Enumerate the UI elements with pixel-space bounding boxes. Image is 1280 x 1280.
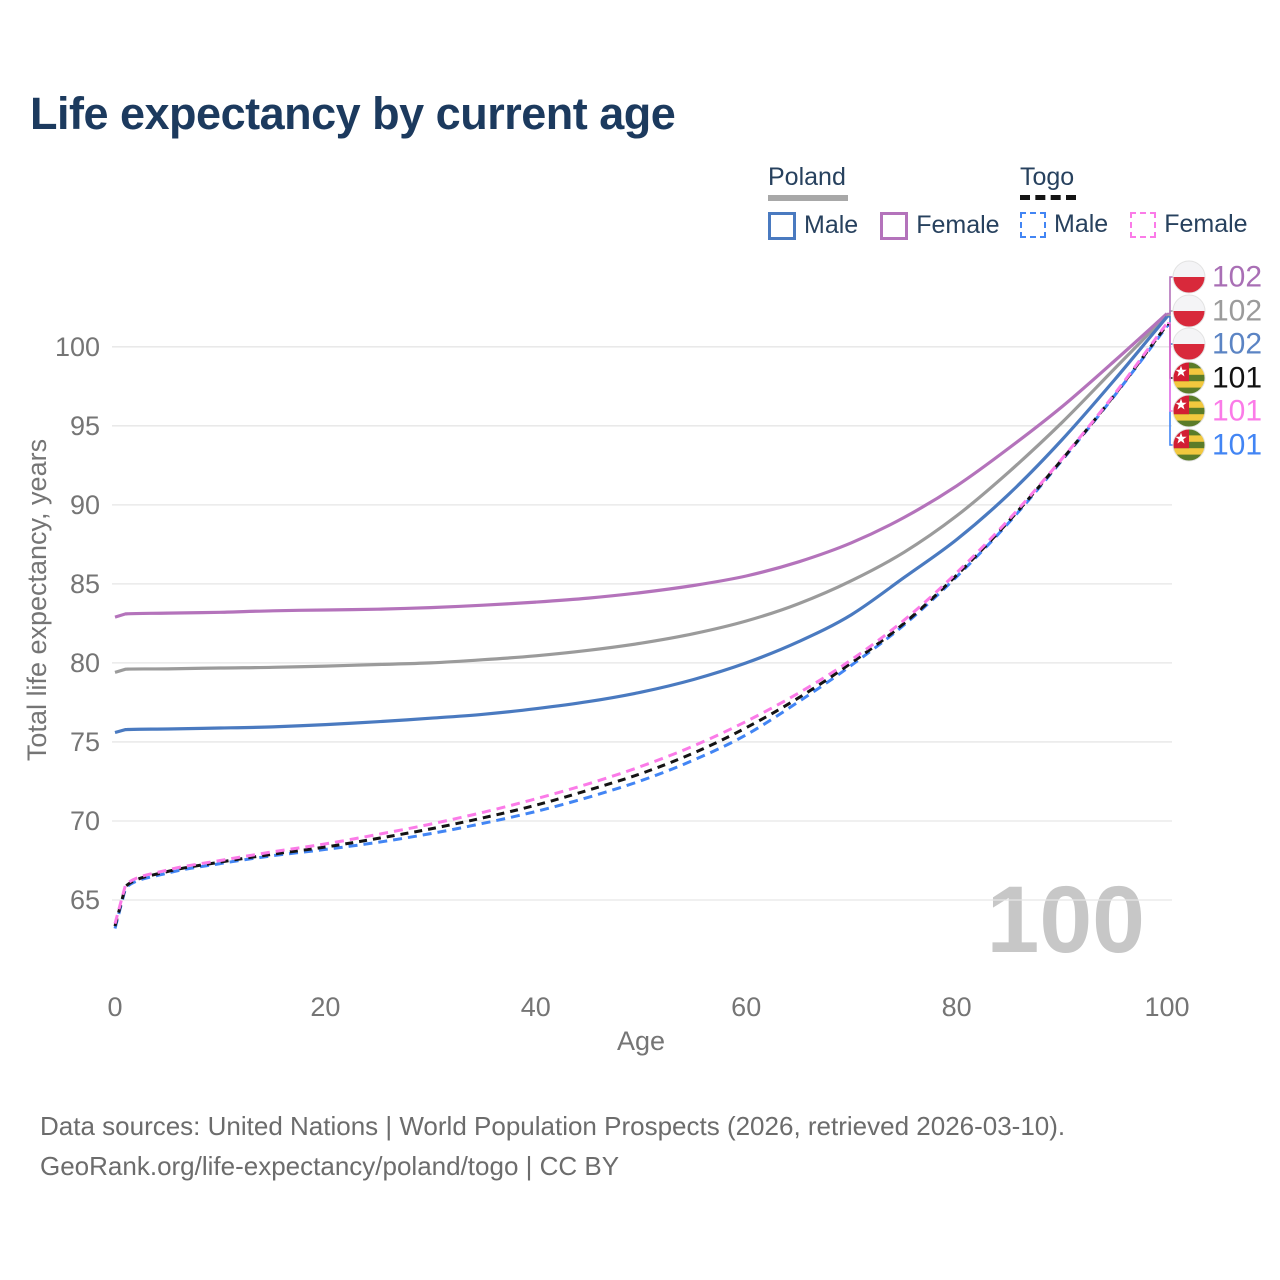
data-sources-line: Data sources: United Nations | World Pop… [40, 1111, 1066, 1141]
age-counter-watermark: 100 [986, 867, 1145, 973]
x-tick-label-80: 80 [942, 992, 972, 1022]
legend-item-togo-male[interactable]: Male [1020, 210, 1108, 239]
legend-label: Male [804, 211, 859, 239]
flag-togo-icon-togo-overall [1172, 361, 1206, 395]
legend-underline-togo [1020, 195, 1076, 200]
end-value-label-poland-overall: 102 [1212, 295, 1262, 328]
x-tick-label-100: 100 [1144, 992, 1189, 1022]
series-line-togo-male[interactable] [113, 325, 1169, 929]
flag-poland-icon-poland-overall [1172, 294, 1206, 328]
x-tick-label-60: 60 [731, 992, 761, 1022]
y-tick-label-90: 90 [70, 490, 100, 520]
legend-item-togo-female[interactable]: Female [1130, 210, 1248, 239]
legend-country-togo[interactable]: Togo [1020, 163, 1075, 191]
flag-togo-icon-togo-female [1172, 394, 1206, 428]
series-line-poland-male[interactable] [114, 315, 1169, 735]
series-line-poland-female[interactable] [114, 312, 1169, 619]
legend-label: Male [1054, 210, 1109, 238]
x-tick-label-40: 40 [521, 992, 551, 1022]
legend-underline-poland [768, 195, 848, 201]
legend-item-poland-female[interactable]: Female [880, 211, 1000, 240]
series-line-togo-female[interactable] [113, 322, 1169, 925]
end-value-label-togo-overall: 101 [1212, 362, 1262, 395]
legend-country-poland[interactable]: Poland [768, 163, 846, 191]
page-title: Life expectancy by current age [30, 88, 676, 139]
x-axis-title: Age [617, 1026, 665, 1056]
leader-line-togo-female [1167, 322, 1173, 412]
attribution-line: GeoRank.org/life-expectancy/poland/togo … [40, 1151, 620, 1181]
legend-label: Female [1164, 210, 1248, 238]
x-tick-label-0: 0 [107, 992, 122, 1022]
legend-label: Female [916, 211, 1000, 239]
end-value-label-poland-male: 102 [1212, 328, 1262, 361]
legend-group-poland: Poland Male Female [768, 163, 1000, 240]
legend-swatch-poland-female [880, 211, 909, 240]
end-value-label-poland-female: 102 [1212, 261, 1262, 294]
leader-line-poland-female [1167, 276, 1173, 315]
legend: Poland Male Female Togo Male Female [0, 163, 1280, 253]
y-tick-label-70: 70 [70, 806, 100, 836]
y-axis-title: Total life expectancy, years [22, 439, 52, 761]
y-tick-label-65: 65 [70, 885, 100, 915]
flag-togo-icon-togo-male [1172, 428, 1206, 462]
y-tick-label-75: 75 [70, 727, 100, 757]
legend-swatch-togo-female [1130, 211, 1157, 238]
chart-svg: 100 65 70 75 80 85 90 95 100 0 20 40 60 80 100 Age Total… [22, 260, 1262, 1056]
end-value-label-togo-male: 101 [1212, 429, 1262, 462]
series-line-togo-overall[interactable] [113, 323, 1169, 927]
flag-poland-icon-poland-female [1172, 260, 1206, 294]
y-tick-label-100: 100 [55, 332, 100, 362]
legend-item-poland-male[interactable]: Male [768, 211, 858, 240]
series-line-poland-overall[interactable] [114, 314, 1169, 674]
legend-swatch-poland-male [768, 211, 796, 240]
legend-swatch-togo-male [1020, 211, 1046, 238]
y-tick-label-80: 80 [70, 648, 100, 678]
footer: Data sources: United Nations | World Pop… [40, 1106, 1065, 1186]
y-tick-label-85: 85 [70, 569, 100, 599]
legend-group-togo: Togo Male Female [1020, 163, 1248, 239]
x-tick-label-20: 20 [310, 992, 340, 1022]
flag-poland-icon-poland-male [1172, 327, 1206, 361]
end-value-label-togo-female: 101 [1212, 395, 1262, 428]
y-tick-label-95: 95 [70, 411, 100, 441]
